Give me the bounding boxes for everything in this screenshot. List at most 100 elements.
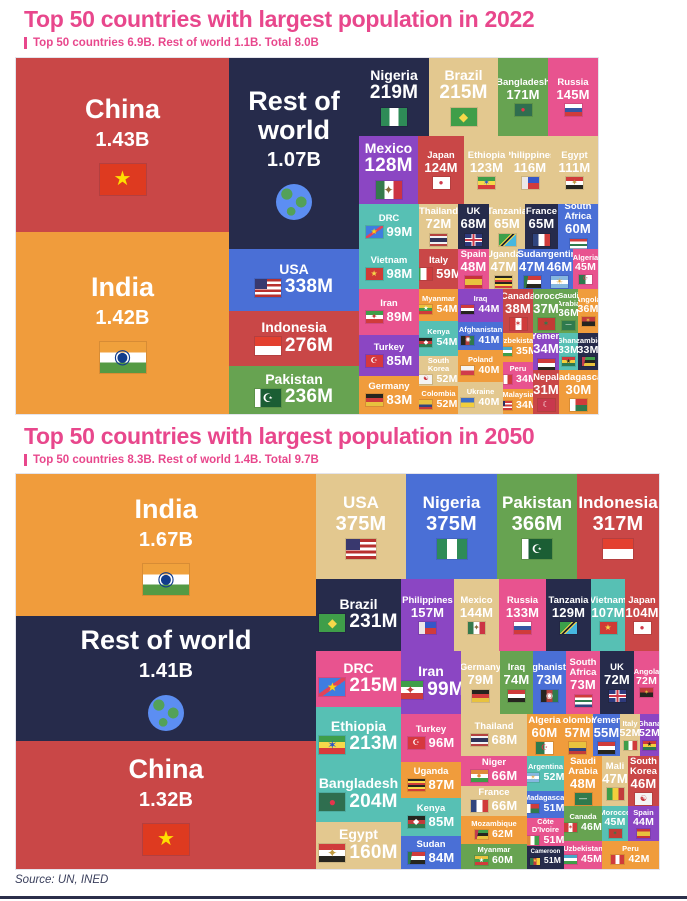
tile-iraq-value: 74M [503, 672, 530, 688]
philippines-flag-icon [419, 622, 436, 635]
tile-mali-value: 47M [602, 770, 628, 786]
uk-flag-icon [465, 233, 482, 246]
tile-myanmar: Myanmar ★ 54M [419, 289, 458, 321]
uk-flag-icon [608, 689, 626, 702]
tile-afghanistan: Afghanistan73M◉ [533, 651, 566, 714]
tile-kenya-name: Kenya [416, 803, 446, 815]
tile-niger: Niger ● 66M [461, 756, 527, 786]
tile-sudan-name: Sudan [416, 838, 446, 850]
ukraine-flag-icon [461, 397, 475, 407]
tile-ethiopia-name: Ethiopia [330, 717, 387, 734]
tile-canada-name: Canada [569, 812, 597, 822]
tile-pakistan-row: ☪ 236M [254, 386, 333, 408]
tile-brazil-name: Brazil [444, 67, 483, 84]
tile-algeria-value: 45M [574, 261, 597, 274]
source-note: Source: UN, INED [15, 874, 109, 886]
pakistan-flag-icon: ☪ [254, 388, 281, 407]
tile-ukraine-row: 40M [461, 395, 500, 409]
tanzania-flag-icon [560, 622, 577, 635]
algeria-flag-icon: ☪ [536, 742, 553, 755]
tile-thailand-name: Thailand [474, 721, 514, 733]
tile-iraq-name: Iraq [507, 662, 526, 674]
pakistan-flag-icon: ☪ [522, 539, 552, 560]
tile-vietnam-name: Vietnam [591, 594, 625, 606]
tile-brazil-value: 215M [439, 81, 488, 103]
tile-uganda: Uganda47M [489, 249, 518, 289]
kenya-flag-icon: ◆ [419, 338, 433, 348]
italy-flag-icon [419, 268, 433, 281]
tile-colombia-value: 57M [564, 724, 591, 740]
sudan-flag-icon [407, 851, 425, 864]
tile-indonesia-row: 276M [254, 335, 333, 357]
tile-philippines-name: Philippines [402, 594, 453, 606]
subtitle-2022: Top 50 countries 6.9B. Rest of world 1.1… [24, 37, 319, 49]
tile-nigeria-name: Nigeria [422, 492, 481, 512]
tile-germany: Germany 79M [461, 651, 500, 714]
tile-cameroon: Cameroon ★ 51M [527, 846, 564, 869]
tile-ukraine-value: 40M [478, 395, 500, 408]
brazil-flag-icon: ◆ [319, 613, 346, 632]
tile-uk-name: UK [466, 206, 481, 218]
spain-flag-icon [637, 829, 650, 839]
tile-egypt: Egypt 111M ✦ [551, 136, 598, 204]
tile-algeria: Algeria 60M ☪ [527, 714, 562, 756]
tile-mozambique: Mozambique 62M [461, 816, 527, 844]
tile-egypt: Egypt ✦ 160M [316, 822, 401, 869]
tile-russia-value: 145M [556, 86, 590, 102]
tile-usa-value: 375M [335, 513, 387, 536]
tile-nigeria-value: 375M [426, 513, 477, 536]
colombia-flag-icon [419, 399, 433, 409]
uganda-flag-icon [407, 779, 425, 792]
tile-spain-value: 48M [460, 258, 487, 274]
tile-uzbekistan-name: Uzbekistan [564, 843, 602, 853]
tile-egypt-name: Egypt [561, 149, 588, 161]
thailand-flag-icon [430, 233, 447, 246]
drc-flag-icon: ★ [319, 677, 346, 696]
tile-india: India 1.67B ◉ [16, 474, 316, 616]
tile-malaysia-row: 34M [503, 400, 533, 412]
drc-flag-icon: ★ [365, 225, 383, 238]
tile-cameroon-row: ★ 51M [529, 856, 561, 865]
tile-egypt-value: 111M [558, 159, 591, 175]
tile-mozambique-value: 33M [578, 343, 598, 356]
tile-vietnam: Vietnam 107M ★ [591, 579, 625, 651]
tile-mali-name: Mali [605, 760, 625, 772]
tile-vietnam: Vietnam ★ 98M [359, 249, 419, 289]
china-flag-icon: ★ [99, 163, 146, 195]
tile-sudan-value: 47M [519, 258, 545, 274]
tile-brazil: Brazil 215M ◆ [429, 58, 498, 136]
subtitle-bar-icon [24, 454, 27, 466]
tile-italy: Italy 59M [419, 249, 458, 289]
tile-russia-name: Russia [557, 76, 589, 88]
tile-malaysia-value: 34M [515, 399, 533, 412]
tile-canada-value: 38M [505, 300, 531, 316]
tile-turkey-name: Turkey [415, 724, 447, 736]
tile-bangladesh-name: Bangladesh [318, 775, 399, 792]
japan-flag-icon: ● [432, 177, 450, 190]
bottom-divider [0, 896, 687, 899]
tile-algeria-name: Algeria [573, 253, 598, 263]
tile-uzbekistan: Uzbekistan 45M [564, 841, 602, 869]
tile-russia-value: 133M [505, 604, 540, 620]
tile-uganda-name: Uganda [489, 249, 518, 260]
ghana-flag-icon: ★ [562, 357, 575, 367]
myanmar-flag-icon: ★ [419, 304, 433, 314]
tile-drc-value: 99M [386, 223, 413, 239]
tile-angola-name: Angola [634, 666, 659, 676]
tile-morocco-value: 37M [533, 300, 559, 316]
tile-usa-value: 338M [284, 276, 334, 298]
tile-brazil-row: ◆ 231M [319, 611, 397, 633]
tile-indonesia: Indonesia 317M [577, 474, 659, 579]
tile-saudi-arabia-value: 48M [570, 775, 596, 791]
tile-pakistan: Pakistan 366M ☪ [497, 474, 577, 579]
tile-uk: UK 68M [458, 204, 489, 249]
indonesia-flag-icon [254, 337, 281, 356]
tile-mexico-value: 144M [459, 604, 494, 620]
tile-drc-value: 215M [349, 675, 398, 697]
tile-china-name: China [128, 754, 204, 785]
tile-france-value: 65M [528, 216, 555, 232]
tile-iran: Iran ✦ 89M [359, 289, 419, 335]
tile-uk-value: 68M [460, 216, 487, 232]
c-te-d-ivoire-flag-icon [527, 835, 540, 845]
tile-thailand-value: 72M [425, 216, 452, 232]
